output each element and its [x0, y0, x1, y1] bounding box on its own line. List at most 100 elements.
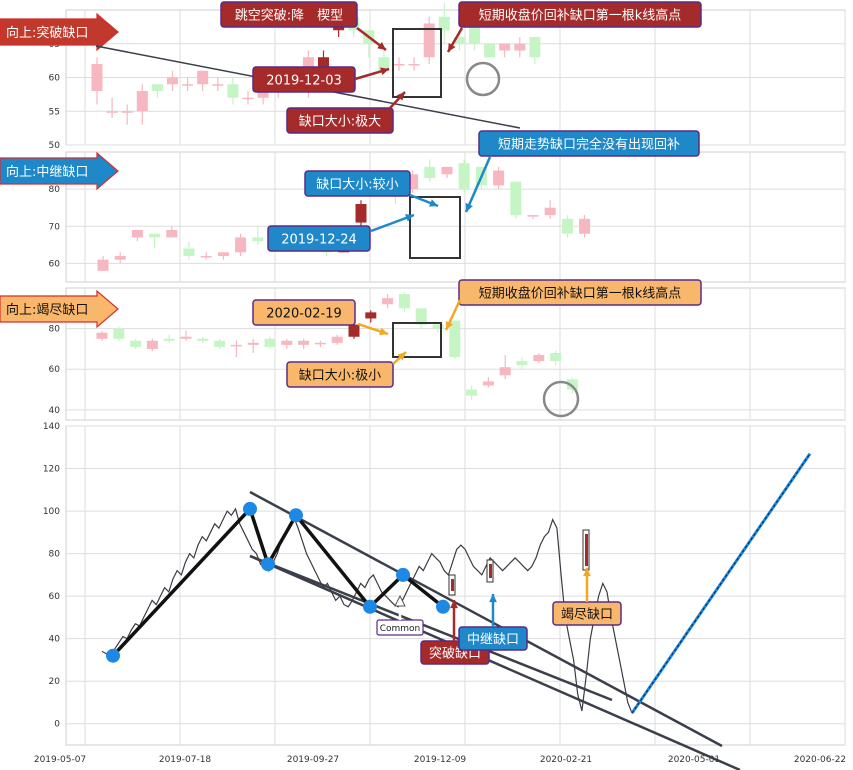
gap-highlight-box-1: [409, 196, 461, 259]
label-no-fill-note-bg: [478, 130, 700, 157]
candle: [166, 230, 178, 238]
candle: [423, 23, 435, 58]
candle: [131, 230, 143, 238]
candle: [217, 252, 229, 256]
candle: [97, 259, 109, 271]
candle: [438, 16, 450, 31]
candle: [298, 340, 310, 345]
candle: [544, 207, 556, 216]
label-date-1: 2019-12-24: [281, 233, 357, 248]
candle: [235, 237, 247, 253]
y-tick-label: 40: [49, 635, 61, 645]
y-tick-label: 55: [49, 107, 60, 117]
candle: [378, 57, 390, 71]
pivot-point: [261, 557, 275, 572]
label-gap-size-2: 缺口大小:极小: [299, 369, 381, 384]
candle: [393, 64, 405, 66]
candle: [242, 97, 254, 100]
tag-exhaustion: 向上:竭尽缺口: [6, 302, 88, 318]
candle: [247, 342, 259, 345]
candle: [146, 340, 158, 349]
projection-line-dash: [631, 453, 811, 714]
candle: [415, 308, 427, 325]
label-gap-size-1-bg: [304, 170, 411, 197]
x-tick-label: 2020-02-21: [540, 755, 592, 765]
y-tick-label: 80: [49, 185, 61, 195]
tag-breakaway: 向上:突破缺口: [6, 25, 88, 41]
candle: [167, 77, 178, 85]
y-tick-label: 40: [49, 406, 61, 416]
candle: [432, 324, 444, 329]
candle: [149, 233, 161, 238]
candle: [183, 248, 195, 256]
pivot-point: [436, 599, 450, 614]
candle: [121, 111, 133, 113]
wedge-upper-trendline: [249, 490, 723, 748]
label-runaway: 中继缺口: [467, 633, 519, 648]
candle: [96, 332, 108, 339]
candle: [453, 37, 465, 44]
wedge-lower-extension: [249, 554, 741, 770]
wedge-lower-trendline: [249, 554, 613, 702]
candle: [114, 256, 126, 260]
arrow-no-fill: [464, 156, 492, 213]
candle: [197, 70, 209, 85]
candle: [510, 181, 522, 216]
label-fill-note-0: 短期收盘价回补缺口第一根k线高点: [479, 8, 682, 24]
candle: [180, 336, 192, 339]
candle: [264, 338, 276, 347]
label-pattern: 跳空突破:降 楔型: [235, 8, 343, 24]
tag-breakaway-bg: [0, 12, 119, 52]
candle: [314, 342, 326, 345]
candle: [91, 64, 103, 91]
arrow-date-2-head: [379, 327, 388, 336]
candle: [408, 64, 420, 66]
label-gap-size-1: 缺口大小:较小: [316, 178, 398, 193]
label-fill-note-2: 短期收盘价回补缺口第一根k线高点: [479, 286, 682, 302]
candle: [469, 23, 480, 44]
candle: [493, 170, 505, 186]
label-date-0: 2019-12-03: [266, 74, 342, 89]
candle: [407, 174, 419, 190]
label-no-fill-note: 短期走势缺口完全没有出现回补: [498, 137, 680, 153]
fill-circle-2: [542, 380, 580, 418]
fill-circle-0: [465, 61, 501, 97]
label-gap-size-0: 缺口大小:极大: [299, 115, 381, 130]
arrow-pattern-head: [377, 41, 386, 50]
candle: [579, 218, 591, 234]
label-fill-note-2-bg: [458, 279, 702, 306]
candle: [163, 338, 175, 341]
candle: [499, 43, 511, 51]
arrow-gap-size-1-head: [429, 199, 438, 207]
candle: [182, 84, 194, 86]
x-tick-label: 2019-05-07: [34, 755, 86, 765]
candle: [197, 338, 209, 341]
pivot-point: [363, 599, 377, 614]
candle: [533, 355, 545, 362]
arrow-common-outline: [394, 594, 406, 607]
label-date-0-bg: [252, 66, 356, 93]
candle: [281, 340, 293, 345]
y-tick-label: 50: [49, 141, 61, 151]
y-tick-label: 80: [49, 325, 61, 335]
gap-marker-bar: [489, 564, 492, 578]
x-tick-label: 2019-09-27: [287, 755, 339, 765]
label-pattern-bg: [220, 1, 358, 28]
x-tick-label: 2020-05-01: [668, 755, 720, 765]
panel-frame-1: [65, 151, 846, 283]
y-tick-label: 0: [54, 720, 60, 730]
gap-marker-bar: [585, 534, 588, 566]
candle: [398, 294, 410, 309]
candle: [550, 352, 562, 362]
candle: [230, 344, 242, 347]
arrow-no-fill-head: [465, 203, 473, 212]
candle: [449, 320, 461, 358]
label-gap-size-0-bg: [286, 107, 394, 134]
candle: [482, 381, 494, 386]
gap-candle: [318, 57, 329, 71]
y-tick-label: 60: [49, 74, 61, 84]
candle: [113, 328, 125, 339]
label-date-2-bg: [252, 299, 356, 326]
candle: [516, 361, 528, 366]
